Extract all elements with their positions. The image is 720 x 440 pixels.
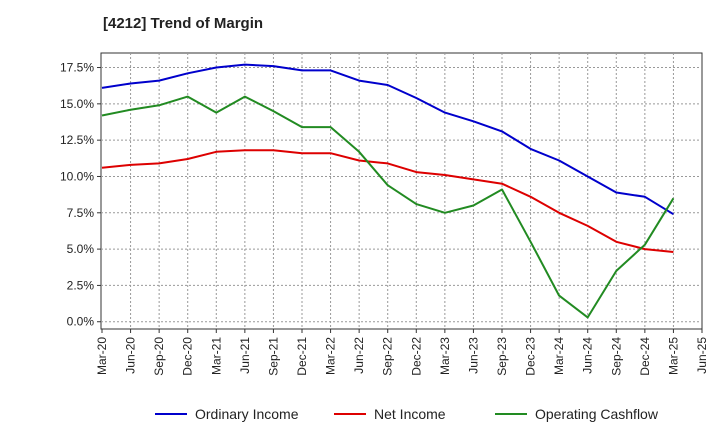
legend-label-net-income: Net Income [374, 406, 446, 422]
y-tick-label: 5.0% [67, 242, 95, 256]
x-tick-label: Mar-24 [552, 337, 566, 375]
x-tick-label: Dec-22 [409, 337, 423, 376]
chart-title: [4212] Trend of Margin [103, 15, 264, 32]
x-tick-label: Mar-23 [438, 337, 452, 375]
y-tick-label: 0.0% [67, 315, 95, 329]
x-tick-label: Jun-23 [466, 337, 480, 374]
y-tick-label: 17.5% [60, 61, 94, 75]
x-tick-label: Jun-24 [581, 337, 595, 374]
x-tick-label: Dec-23 [524, 337, 538, 376]
y-tick-label: 10.0% [60, 169, 94, 183]
x-tick-label: Sep-20 [152, 337, 166, 376]
y-tick-label: 12.5% [60, 133, 94, 147]
x-tick-label: Mar-20 [95, 337, 109, 375]
x-tick-label: Dec-21 [295, 337, 309, 376]
series-line-operating-cashflow [101, 95, 675, 319]
x-tick-label: Jun-25 [695, 337, 709, 374]
series-line-ordinary-income [101, 63, 674, 216]
x-tick-label: Jun-22 [352, 337, 366, 374]
y-tick-label: 2.5% [67, 278, 95, 292]
legend-label-operating-cashflow: Operating Cashflow [535, 406, 659, 422]
legend: Ordinary Income Net Income Operating Cashf… [155, 406, 659, 422]
x-tick-label: Dec-20 [181, 337, 195, 376]
x-tick-label: Dec-24 [638, 337, 652, 376]
x-tick-label: Sep-23 [495, 337, 509, 376]
series-line-net-income [101, 149, 674, 253]
x-tick-label: Mar-22 [324, 337, 338, 375]
axes: 0.0% 2.5% 5.0% 7.5% 10.0% 12.5% 15.0% 17.5% Mar-… [60, 61, 709, 376]
x-tick-label: Mar-21 [209, 337, 223, 375]
legend-label-ordinary-income: Ordinary Income [195, 406, 299, 422]
x-tick-label: Sep-21 [266, 337, 280, 376]
plot-frame [100, 52, 703, 330]
x-tick-label: Mar-25 [666, 337, 680, 375]
x-tick-label: Sep-22 [381, 337, 395, 376]
y-tick-label: 7.5% [67, 206, 95, 220]
x-tick-label: Sep-24 [609, 337, 623, 376]
y-tick-label: 15.0% [60, 97, 94, 111]
x-tick-label: Jun-20 [124, 337, 138, 374]
series [101, 63, 675, 319]
x-tick-label: Jun-21 [238, 337, 252, 374]
